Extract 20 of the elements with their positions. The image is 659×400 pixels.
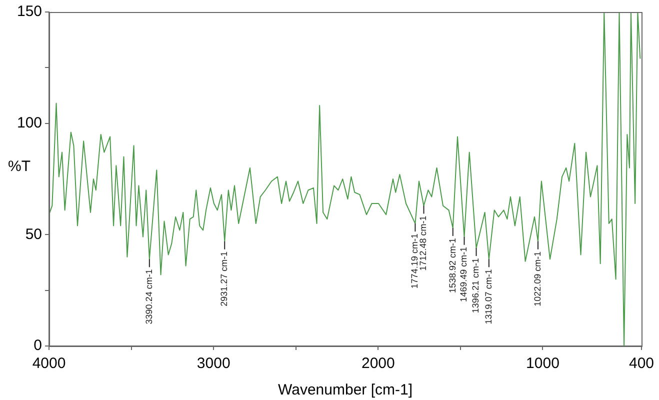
x-tick-label: 1000 [526,355,560,372]
y-tick-label: 50 [25,226,42,243]
annotation: 1396.21 cm-1 [470,258,481,314]
x-tick-label: 3000 [196,355,230,372]
annotation: 1712.48 cm-1 [418,216,428,271]
annotation: 1022.09 cm-1 [532,251,542,306]
y-axis-title: %T [8,158,30,176]
annotation: 2931.27 cm-1 [219,251,230,306]
y-tick-label: 0 [34,337,42,354]
annotation: 1469.49 cm-1 [458,246,469,302]
x-tick-label: 400 [628,355,654,372]
y-tick-label: 100 [16,114,42,132]
annotation: 3390.24 cm-1 [144,269,154,324]
y-tick-label: 150 [16,3,42,20]
x-axis-title: Wavenumber [cm-1] [278,382,412,399]
annotation: 1538.92 cm-1 [447,238,458,294]
x-tick-label: 4000 [32,355,66,372]
x-tick-label: 2000 [361,355,395,372]
annotation: 1319.07 cm-1 [483,269,494,324]
annotation: 1774.19 cm-1 [410,234,420,289]
